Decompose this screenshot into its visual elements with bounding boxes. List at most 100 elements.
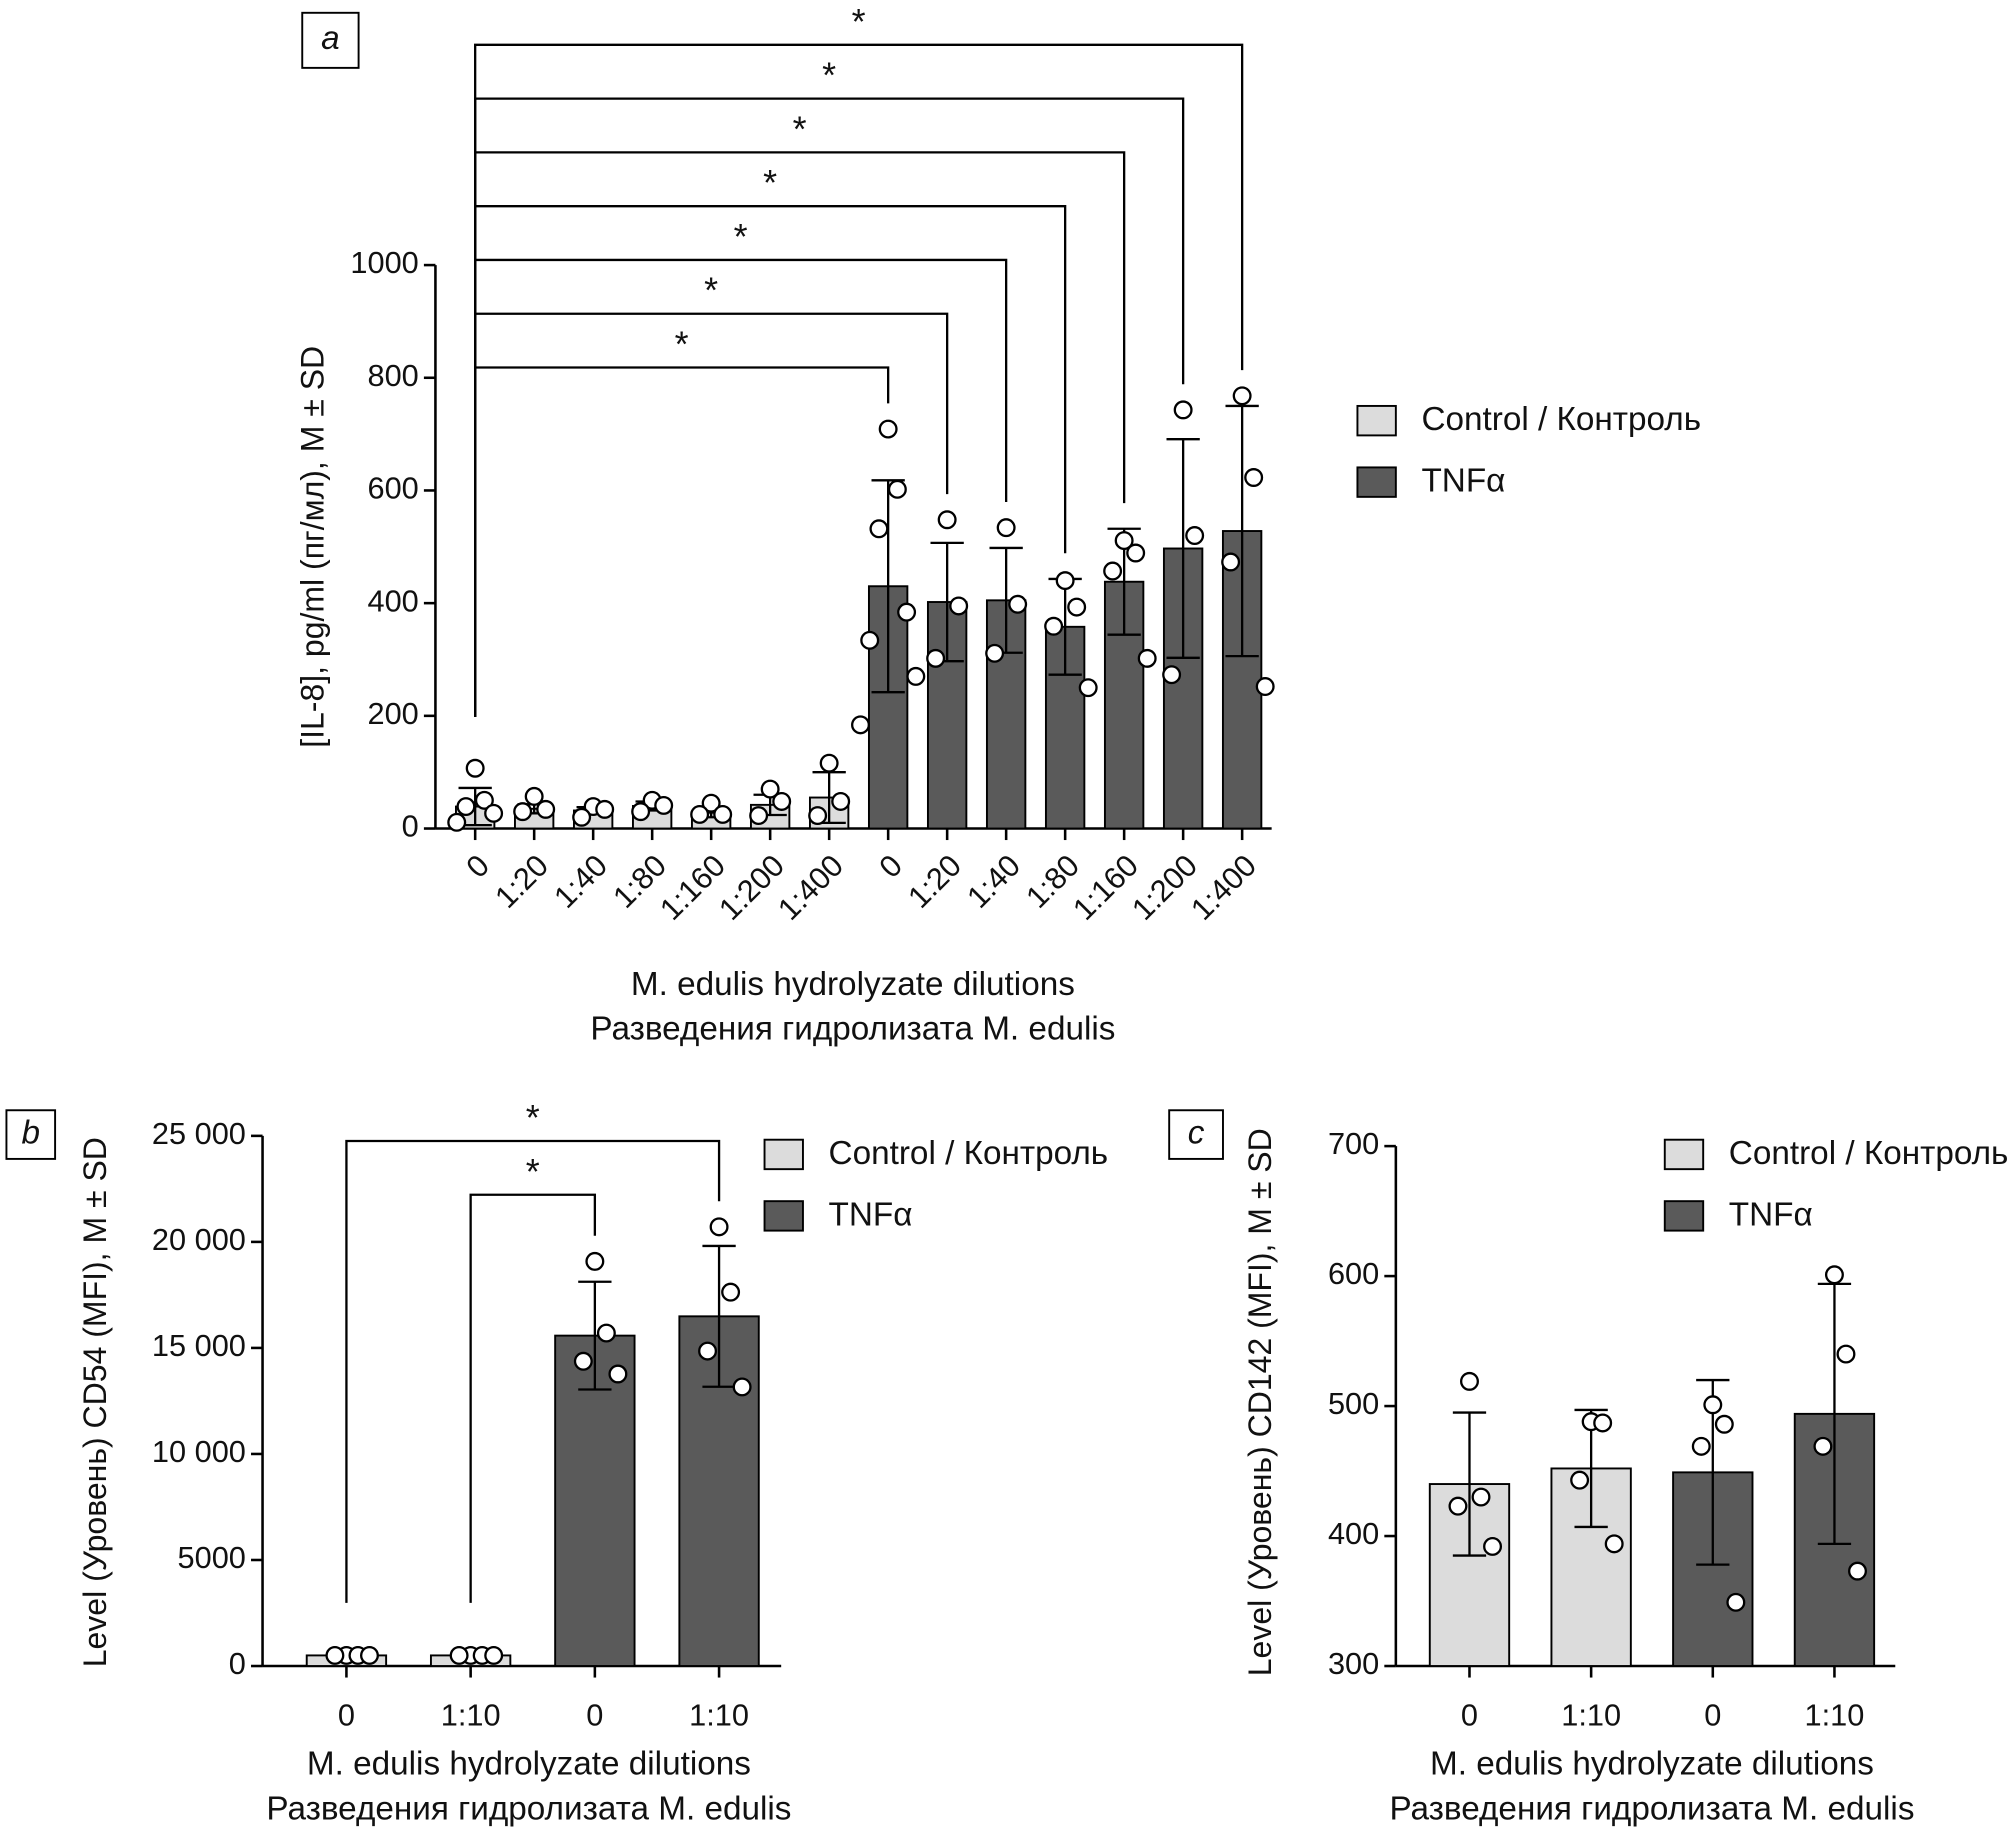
x-tick-label: 0 bbox=[338, 1697, 355, 1732]
data-point bbox=[360, 1645, 379, 1665]
y-tick-label: 5000 bbox=[178, 1540, 246, 1575]
significance-label: * bbox=[526, 1152, 540, 1192]
x-tick-label: 1:20 bbox=[488, 848, 555, 915]
x-tick-label: 1:10 bbox=[689, 1697, 749, 1732]
data-point bbox=[1703, 1395, 1723, 1415]
panel-label: a bbox=[321, 20, 340, 57]
x-tick-label: 1:200 bbox=[1125, 848, 1204, 927]
data-point bbox=[474, 790, 494, 810]
data-point bbox=[1126, 543, 1146, 563]
data-point bbox=[1055, 571, 1075, 591]
y-tick-label: 0 bbox=[229, 1646, 246, 1681]
data-point bbox=[851, 715, 870, 735]
data-point bbox=[1691, 1436, 1711, 1456]
data-point bbox=[721, 1282, 741, 1302]
x-tick-label: 1:160 bbox=[1066, 848, 1145, 927]
data-point bbox=[1714, 1414, 1734, 1434]
y-axis-title: Level (Уровень) CD142 (MFI), M ± SD bbox=[1242, 1128, 1278, 1676]
x-tick-label: 1:20 bbox=[901, 848, 968, 915]
data-point bbox=[572, 807, 592, 827]
significance-label: * bbox=[763, 163, 777, 203]
significance-bracket bbox=[474, 205, 1067, 718]
x-axis-title: Разведения гидролизата M. edulis bbox=[266, 1791, 791, 1828]
y-tick-label: 700 bbox=[1328, 1126, 1379, 1161]
data-point bbox=[1232, 386, 1252, 406]
data-point bbox=[1448, 1496, 1468, 1516]
data-point bbox=[1078, 678, 1098, 698]
data-point bbox=[698, 1341, 718, 1361]
data-point bbox=[897, 602, 917, 622]
data-point bbox=[1604, 1534, 1624, 1554]
data-point bbox=[760, 779, 780, 799]
y-axis-title: Level (Уровень) CD54 (MFI), M ± SD bbox=[77, 1137, 113, 1667]
bar bbox=[1550, 1467, 1632, 1667]
x-tick-label: 1:10 bbox=[1561, 1697, 1621, 1732]
data-point bbox=[595, 799, 615, 819]
data-point bbox=[449, 1645, 469, 1665]
x-axis-title: M. edulis hydrolyzate dilutions bbox=[307, 1746, 751, 1783]
data-point bbox=[869, 519, 889, 539]
data-point bbox=[808, 806, 828, 826]
data-point bbox=[878, 419, 898, 439]
data-point bbox=[709, 1217, 729, 1237]
data-point bbox=[949, 596, 969, 616]
y-tick-label: 400 bbox=[1328, 1516, 1379, 1551]
data-point bbox=[926, 648, 946, 668]
x-tick-label: 1:10 bbox=[441, 1697, 501, 1732]
significance-label: * bbox=[822, 56, 836, 96]
data-point bbox=[608, 1364, 628, 1384]
data-point bbox=[701, 793, 721, 813]
x-tick-label: 0 bbox=[459, 848, 496, 885]
data-point bbox=[1137, 648, 1157, 668]
significance-label: * bbox=[704, 271, 718, 311]
significance-bracket bbox=[474, 97, 1185, 718]
data-point bbox=[585, 1251, 605, 1271]
significance-label: * bbox=[793, 109, 807, 149]
data-point bbox=[749, 806, 769, 826]
data-point bbox=[732, 1377, 752, 1397]
legend-label: TNFα bbox=[829, 1196, 913, 1233]
data-point bbox=[1173, 400, 1193, 420]
data-point bbox=[596, 1323, 616, 1343]
data-point bbox=[772, 792, 792, 811]
significance-bracket bbox=[345, 1139, 721, 1603]
data-point bbox=[1008, 594, 1028, 614]
data-point bbox=[985, 643, 1005, 663]
y-tick-label: 15 000 bbox=[152, 1328, 246, 1363]
x-tick-label: 1:40 bbox=[547, 848, 614, 915]
y-tick-label: 1000 bbox=[350, 245, 418, 280]
data-point bbox=[1593, 1413, 1613, 1433]
data-point bbox=[690, 804, 710, 824]
y-axis-title: [IL-8], pg/ml (пг/мл), M ± SD bbox=[295, 346, 331, 748]
legend-swatch bbox=[763, 1138, 804, 1171]
data-point bbox=[1255, 677, 1275, 697]
data-point bbox=[524, 786, 544, 806]
data-point bbox=[996, 518, 1016, 538]
data-point bbox=[484, 1645, 504, 1665]
bar bbox=[554, 1334, 636, 1667]
legend-swatch bbox=[1663, 1200, 1705, 1232]
data-point bbox=[1460, 1371, 1479, 1391]
significance-label: * bbox=[734, 217, 748, 257]
y-tick-label: 20 000 bbox=[152, 1222, 246, 1257]
significance-bracket bbox=[474, 151, 1126, 718]
significance-label: * bbox=[852, 2, 866, 42]
data-point bbox=[819, 753, 839, 773]
data-point bbox=[1162, 665, 1182, 685]
y-tick-label: 25 000 bbox=[152, 1116, 246, 1151]
x-tick-label: 1:200 bbox=[712, 848, 791, 927]
data-point bbox=[1103, 561, 1123, 581]
significance-label: * bbox=[675, 325, 689, 365]
x-tick-label: 0 bbox=[1704, 1697, 1721, 1732]
data-point bbox=[456, 797, 476, 817]
x-tick-label: 1:40 bbox=[960, 848, 1027, 915]
legend-label: Control / Контроль bbox=[1421, 401, 1701, 438]
legend-swatch bbox=[763, 1200, 804, 1232]
x-axis-title: M. edulis hydrolyzate dilutions bbox=[631, 966, 1075, 1003]
legend-swatch bbox=[1663, 1138, 1705, 1171]
x-tick-label: 1:400 bbox=[1184, 848, 1263, 927]
data-point bbox=[573, 1351, 593, 1371]
x-axis-title: Разведения гидролизата M. edulis bbox=[590, 1011, 1115, 1048]
y-tick-label: 10 000 bbox=[152, 1434, 246, 1469]
